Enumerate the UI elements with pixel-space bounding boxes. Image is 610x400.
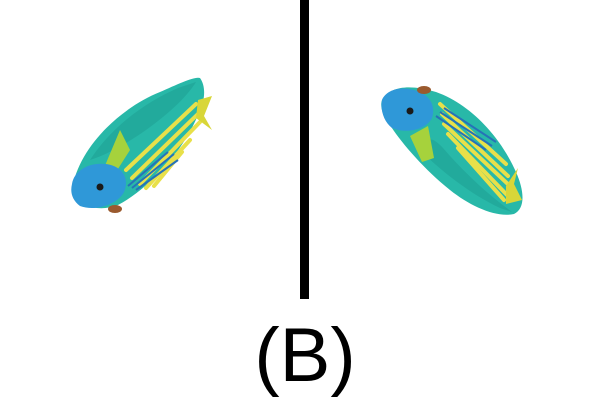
- figure-caption: (B): [0, 312, 610, 400]
- vertical-divider: [300, 0, 309, 299]
- left-fish-icon: [0, 0, 300, 300]
- right-fish-icon: [310, 0, 610, 300]
- right-image-panel: [310, 0, 610, 300]
- left-image-panel: [0, 0, 300, 300]
